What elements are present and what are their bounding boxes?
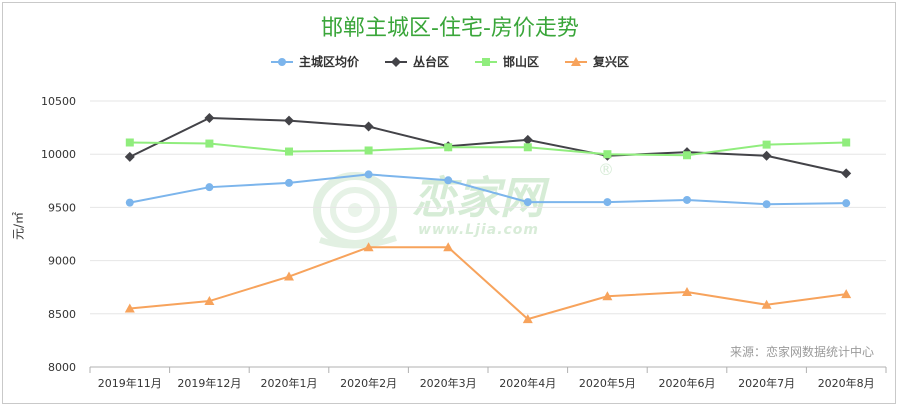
x-tick-label: 2020年4月 (499, 376, 556, 390)
y-tick-label: 9000 (48, 255, 76, 268)
legend-marker[interactable] (390, 56, 401, 67)
legend-swatch-icon (565, 56, 588, 66)
data-point[interactable] (603, 150, 612, 159)
data-point[interactable] (522, 134, 533, 145)
legend-marker[interactable] (277, 57, 286, 66)
data-point[interactable] (761, 299, 772, 309)
data-point[interactable] (683, 195, 691, 204)
data-point[interactable] (762, 140, 771, 149)
data-point[interactable] (124, 151, 135, 162)
data-point[interactable] (444, 143, 453, 152)
data-point[interactable] (602, 291, 613, 301)
data-point[interactable] (205, 139, 214, 148)
axes: 8000 8500 9000 9500 10000 10500 2019年11月 2019年1… (41, 95, 887, 390)
data-point[interactable] (762, 200, 771, 209)
data-point[interactable] (842, 138, 851, 147)
data-point[interactable] (285, 147, 293, 156)
legend-label: 丛台区 (412, 55, 449, 69)
watermark-registered-mark: ® (598, 160, 614, 179)
y-tick-label: 8000 (48, 361, 76, 374)
x-tick-label: 2020年2月 (340, 376, 397, 390)
data-point[interactable] (363, 242, 374, 252)
watermark-brand: 恋家网 (412, 173, 544, 224)
x-tick-label: 2019年12月 (177, 376, 241, 390)
legend-label: 邯山区 (503, 55, 540, 69)
y-tick-label: 10500 (41, 95, 76, 108)
data-point[interactable] (205, 183, 214, 192)
x-tick-label: 2020年8月 (818, 376, 875, 390)
series-line (129, 173, 847, 206)
chart-title: 邯郸主城区-住宅-房价走势 (321, 16, 579, 41)
legend-swatch-icon (270, 57, 293, 66)
series-line (129, 141, 847, 157)
x-tick-label: 2019年11月 (98, 376, 162, 390)
series-line (129, 246, 847, 321)
y-tick-label: 9500 (48, 201, 76, 214)
y-axis-label: 元/㎡ (11, 211, 26, 241)
watermark-url: www.Ljia.com (418, 222, 540, 238)
legend-marker[interactable] (482, 57, 490, 66)
data-point[interactable] (364, 146, 373, 155)
data-point[interactable] (124, 303, 135, 313)
source-note: 来源：恋家网数据统计中心 (729, 345, 874, 359)
x-tick-label: 2020年7月 (738, 376, 795, 390)
legend-swatch-icon (384, 56, 407, 67)
series-group (125, 138, 851, 160)
data-point[interactable] (761, 150, 772, 161)
data-point[interactable] (125, 198, 134, 207)
data-point[interactable] (841, 289, 852, 299)
x-tick-label: 2020年3月 (420, 376, 477, 390)
series-line (129, 117, 847, 175)
x-tick-label: 2020年6月 (659, 376, 716, 390)
data-point[interactable] (842, 199, 851, 208)
data-point[interactable] (364, 170, 373, 179)
legend-item[interactable]: 主城区均价 (270, 53, 359, 70)
y-tick-label: 10000 (41, 148, 76, 161)
data-point[interactable] (603, 198, 612, 207)
data-point[interactable] (841, 168, 852, 179)
data-point[interactable] (682, 286, 692, 296)
data-point[interactable] (284, 271, 294, 281)
data-point[interactable] (363, 121, 374, 132)
data-point[interactable] (522, 314, 533, 324)
data-point[interactable] (443, 242, 454, 252)
data-point[interactable] (284, 115, 294, 126)
data-point[interactable] (285, 178, 293, 187)
legend-item[interactable]: 丛台区 (384, 53, 449, 70)
legend-marker[interactable] (571, 56, 582, 66)
legend-item[interactable]: 复兴区 (565, 53, 629, 70)
legend-swatch-icon (475, 57, 497, 66)
series-group (124, 242, 852, 324)
legend-label: 主城区均价 (298, 55, 359, 69)
x-tick-label: 2020年1月 (261, 376, 318, 390)
legend: 主城区均价 丛台区 邯山区 复兴区 (0, 53, 900, 70)
x-tick-label: 2020年5月 (579, 376, 636, 390)
y-tick-label: 8500 (48, 308, 76, 321)
data-point[interactable] (204, 296, 215, 306)
data-point[interactable] (683, 151, 691, 160)
data-point[interactable] (125, 138, 134, 147)
data-point[interactable] (444, 176, 453, 185)
series-layer (124, 113, 852, 324)
data-point[interactable] (523, 198, 532, 207)
series-group (125, 170, 851, 209)
legend-item[interactable]: 邯山区 (475, 53, 539, 70)
legend-label: 复兴区 (593, 55, 630, 69)
data-point[interactable] (204, 113, 215, 124)
data-point[interactable] (523, 143, 532, 152)
